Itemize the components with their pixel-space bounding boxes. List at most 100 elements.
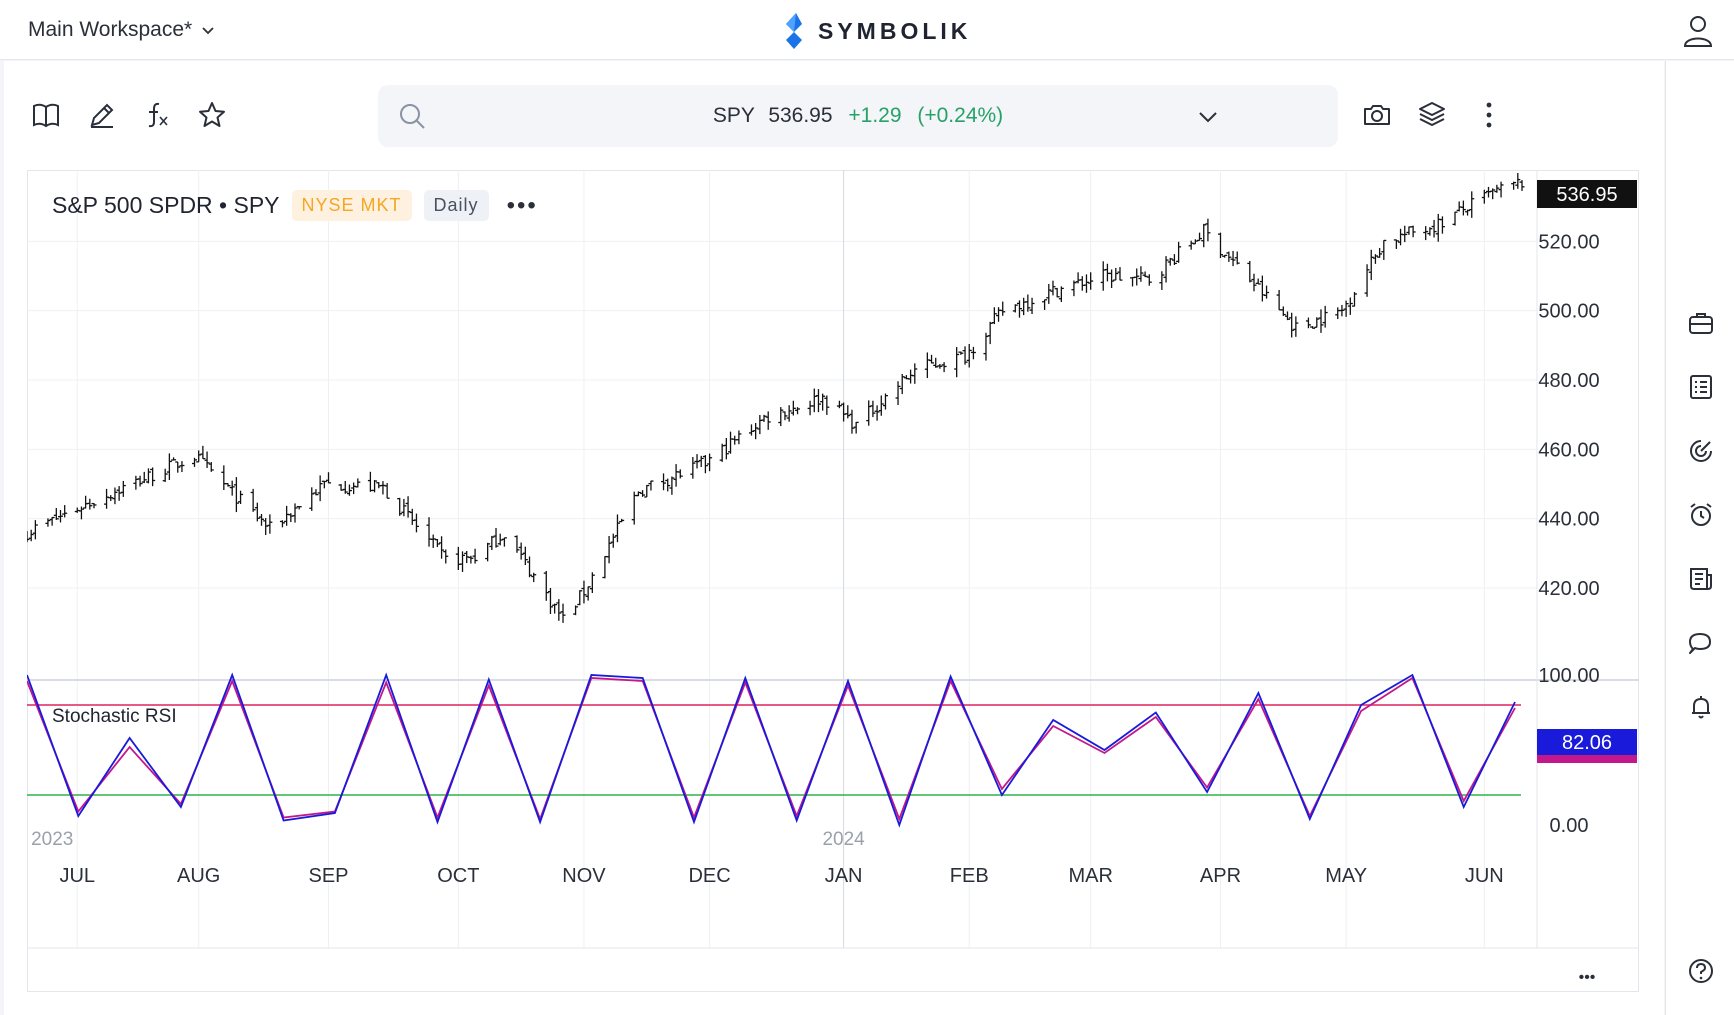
- price-bar: [1284, 311, 1290, 321]
- price-bar: [292, 503, 298, 523]
- chart-more-button[interactable]: •••: [506, 191, 538, 219]
- price-bar: [1117, 267, 1123, 281]
- price-bar: [606, 535, 612, 564]
- price-tick-label: 480.00: [1538, 370, 1599, 392]
- price-bar: [761, 414, 767, 422]
- price-bar: [413, 513, 419, 533]
- instrument-name: S&P 500 SPDR • SPY: [52, 192, 280, 218]
- more-vertical-icon[interactable]: [1474, 100, 1504, 130]
- price-bar: [87, 498, 93, 510]
- price-bar: [1490, 188, 1496, 200]
- price-bar: [1310, 326, 1316, 329]
- indicator-name: Stochastic RSI: [52, 706, 177, 727]
- price-bar: [1159, 271, 1165, 290]
- right-sidebar: [1665, 61, 1734, 1015]
- price-bar: [1280, 306, 1286, 316]
- price-bar: [62, 505, 68, 518]
- symbol-search-bar[interactable]: SPY 536.95 +1.29 (+0.24%): [378, 85, 1338, 147]
- price-bar: [1176, 241, 1182, 263]
- price-bar: [677, 469, 683, 479]
- month-label: JAN: [825, 865, 863, 887]
- star-icon[interactable]: [197, 100, 227, 130]
- price-bar: [434, 538, 440, 548]
- price-bar: [882, 393, 888, 410]
- price-bar: [259, 514, 265, 526]
- price-tick-label: 420.00: [1538, 578, 1599, 600]
- user-profile-button[interactable]: [1680, 14, 1716, 48]
- workspace-selector[interactable]: Main Workspace*: [28, 18, 216, 42]
- price-bar: [1519, 180, 1525, 191]
- price-bar: [614, 514, 620, 543]
- price-bar: [1255, 278, 1261, 285]
- price-bar: [1347, 297, 1353, 315]
- month-label: MAR: [1068, 865, 1112, 887]
- price-bar: [1314, 317, 1320, 328]
- news-icon[interactable]: [1687, 565, 1715, 593]
- price-chart[interactable]: 520.00 500.00 480.00 460.00 440.00 420.00 536…: [27, 170, 1639, 992]
- price-bar: [200, 445, 206, 460]
- price-bar: [1205, 218, 1211, 242]
- briefcase-icon[interactable]: [1687, 309, 1715, 337]
- price-bar: [238, 490, 244, 504]
- price-bar: [937, 363, 943, 369]
- price-bar: [807, 400, 813, 416]
- help-icon[interactable]: [1687, 957, 1715, 985]
- layers-icon[interactable]: [1417, 100, 1447, 130]
- price-bar: [426, 517, 432, 547]
- price-bar: [397, 497, 403, 516]
- price-bar: [58, 509, 64, 523]
- price-bar: [870, 400, 876, 418]
- price-bar: [765, 411, 771, 430]
- price-bar: [384, 483, 390, 499]
- price-bar: [824, 395, 830, 415]
- price-bar: [1511, 181, 1517, 190]
- price-bar: [1050, 280, 1056, 296]
- price-bar: [795, 407, 801, 415]
- pencil-icon[interactable]: [87, 100, 117, 130]
- price-bar: [1230, 250, 1236, 267]
- indicator-value-marker: 82.06: [1537, 729, 1637, 763]
- month-label: NOV: [562, 865, 606, 887]
- stoch-k-line: [27, 672, 1516, 828]
- chevron-down-icon[interactable]: [1196, 105, 1220, 129]
- book-open-icon[interactable]: [31, 100, 61, 130]
- price-bar: [1410, 225, 1416, 238]
- axis-more-button[interactable]: •••: [1579, 969, 1596, 986]
- quote-change-percent: (+0.24%): [917, 104, 1004, 127]
- function-icon[interactable]: [142, 100, 172, 130]
- alarm-clock-icon[interactable]: [1687, 501, 1715, 529]
- price-bar: [1368, 249, 1374, 281]
- bell-icon[interactable]: [1687, 693, 1715, 721]
- chat-icon[interactable]: [1687, 629, 1715, 657]
- price-bar: [1113, 267, 1119, 281]
- radar-icon[interactable]: [1687, 437, 1715, 465]
- price-bar: [552, 603, 558, 614]
- price-bar: [661, 473, 667, 491]
- price-bar: [736, 430, 742, 445]
- price-bar: [263, 518, 269, 535]
- price-bar: [1460, 200, 1466, 216]
- timeframe-badge[interactable]: Daily: [423, 190, 489, 221]
- price-bar: [267, 514, 273, 534]
- price-bar: [1515, 172, 1521, 189]
- price-bar: [753, 423, 759, 440]
- price-bar: [342, 480, 348, 494]
- camera-icon[interactable]: [1362, 100, 1392, 130]
- price-bar: [786, 405, 792, 422]
- price-bar: [635, 491, 641, 497]
- price-bar: [1372, 254, 1378, 264]
- price-bar: [108, 495, 114, 502]
- price-bar: [899, 374, 905, 395]
- price-bar: [1481, 189, 1487, 204]
- price-bar: [250, 488, 256, 512]
- price-bar: [929, 354, 935, 364]
- price-bar: [845, 405, 851, 419]
- price-bar: [1109, 269, 1115, 288]
- price-bar: [1335, 307, 1341, 320]
- price-bar: [455, 546, 461, 570]
- price-bar: [849, 409, 855, 434]
- price-bar: [1251, 273, 1257, 292]
- watchlist-icon[interactable]: [1687, 373, 1715, 401]
- price-bar: [1171, 254, 1177, 266]
- price-bar: [1134, 268, 1140, 286]
